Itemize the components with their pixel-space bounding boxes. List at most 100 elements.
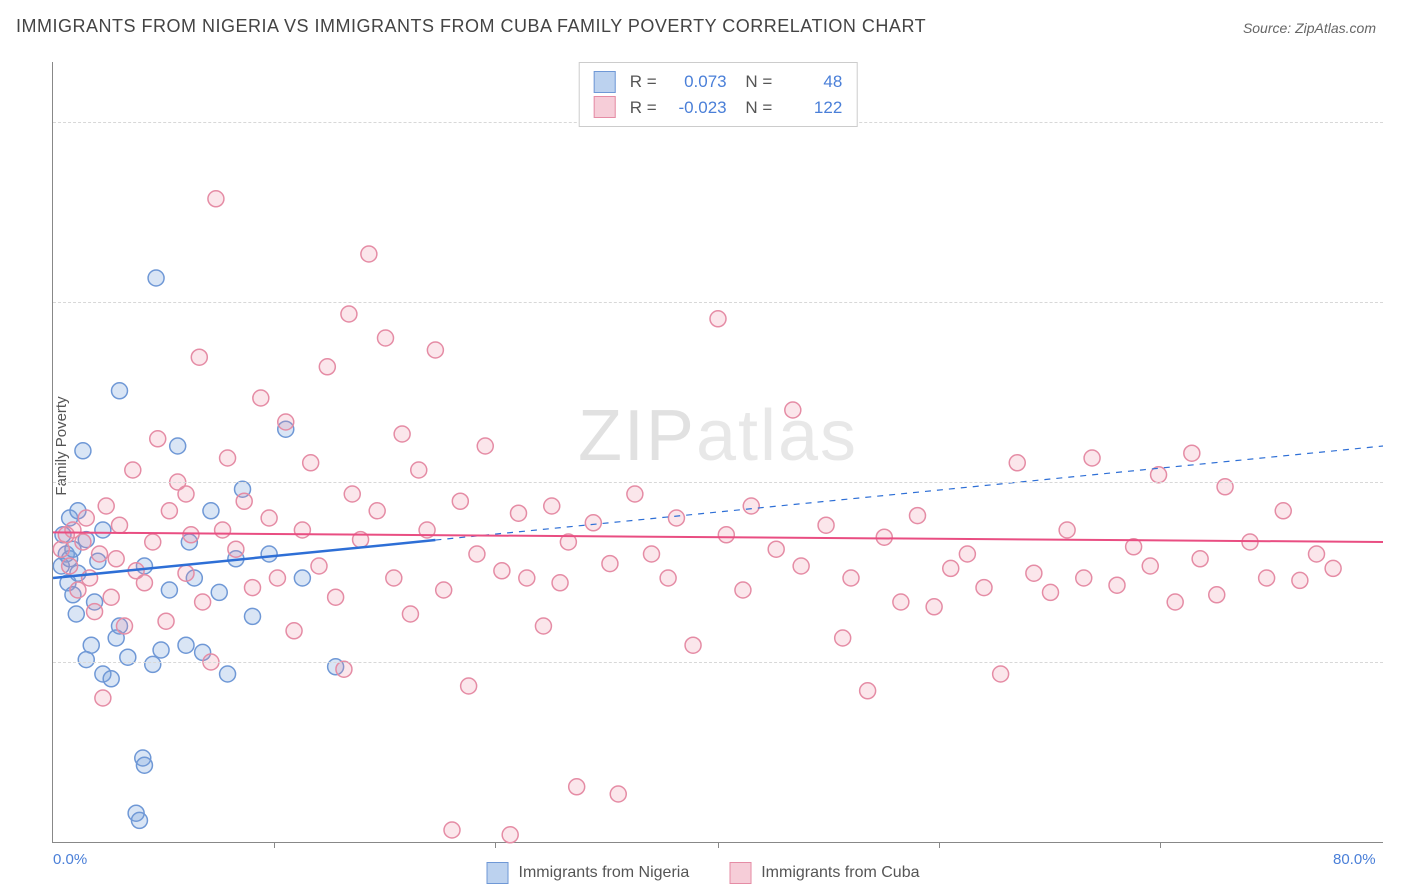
data-point-cuba	[361, 246, 377, 262]
data-point-nigeria	[203, 503, 219, 519]
data-point-cuba	[245, 580, 261, 596]
r-label: R =	[630, 95, 657, 121]
data-point-nigeria	[178, 637, 194, 653]
x-tick-mark	[1160, 842, 1161, 848]
data-point-cuba	[344, 486, 360, 502]
chart-container: IMMIGRANTS FROM NIGERIA VS IMMIGRANTS FR…	[0, 0, 1406, 892]
data-point-cuba	[53, 541, 69, 557]
data-point-cuba	[452, 493, 468, 509]
data-point-nigeria	[220, 666, 236, 682]
data-point-cuba	[269, 570, 285, 586]
data-point-nigeria	[103, 671, 119, 687]
data-point-cuba	[394, 426, 410, 442]
data-point-cuba	[161, 503, 177, 519]
data-point-nigeria	[148, 270, 164, 286]
data-point-nigeria	[161, 582, 177, 598]
data-point-cuba	[876, 529, 892, 545]
data-point-cuba	[910, 508, 926, 524]
data-point-cuba	[311, 558, 327, 574]
data-point-cuba	[793, 558, 809, 574]
data-point-nigeria	[112, 383, 128, 399]
legend-row-nigeria: R = 0.073 N = 48	[594, 69, 843, 95]
data-point-nigeria	[245, 608, 261, 624]
swatch-nigeria	[594, 71, 616, 93]
data-point-nigeria	[78, 652, 94, 668]
data-point-cuba	[145, 534, 161, 550]
x-tick-mark	[274, 842, 275, 848]
plot-area: ZIPatlas R = 0.073 N = 48 R = -0.023 N =…	[52, 62, 1383, 843]
data-point-cuba	[1192, 551, 1208, 567]
data-point-cuba	[835, 630, 851, 646]
data-point-cuba	[95, 690, 111, 706]
gridline	[53, 302, 1383, 303]
data-point-nigeria	[95, 522, 111, 538]
data-point-cuba	[569, 779, 585, 795]
data-point-cuba	[544, 498, 560, 514]
n-label: N =	[741, 95, 773, 121]
data-point-cuba	[1325, 560, 1341, 576]
swatch-cuba	[594, 96, 616, 118]
data-point-cuba	[319, 359, 335, 375]
data-point-cuba	[1142, 558, 1158, 574]
data-point-cuba	[220, 450, 236, 466]
data-point-cuba	[993, 666, 1009, 682]
data-point-cuba	[427, 342, 443, 358]
data-point-cuba	[411, 462, 427, 478]
data-point-cuba	[461, 678, 477, 694]
data-point-cuba	[444, 822, 460, 838]
data-point-cuba	[82, 570, 98, 586]
data-point-cuba	[1309, 546, 1325, 562]
x-tick-mark	[718, 842, 719, 848]
data-point-cuba	[208, 191, 224, 207]
data-point-nigeria	[145, 656, 161, 672]
data-point-cuba	[336, 661, 352, 677]
source-attribution: Source: ZipAtlas.com	[1243, 20, 1376, 36]
data-point-cuba	[585, 515, 601, 531]
data-point-cuba	[1184, 445, 1200, 461]
x-tick-label: 0.0%	[53, 851, 87, 868]
data-point-cuba	[92, 546, 108, 562]
data-point-cuba	[178, 565, 194, 581]
data-point-cuba	[1259, 570, 1275, 586]
data-point-cuba	[502, 827, 518, 843]
data-point-cuba	[893, 594, 909, 610]
data-point-cuba	[1076, 570, 1092, 586]
data-point-cuba	[976, 580, 992, 596]
data-point-nigeria	[68, 606, 84, 622]
data-point-cuba	[1009, 455, 1025, 471]
data-point-cuba	[1043, 584, 1059, 600]
data-point-cuba	[668, 510, 684, 526]
data-point-cuba	[660, 570, 676, 586]
data-point-cuba	[136, 575, 152, 591]
data-point-cuba	[1167, 594, 1183, 610]
data-point-cuba	[494, 563, 510, 579]
legend-label-cuba: Immigrants from Cuba	[761, 864, 919, 882]
n-value-nigeria: 48	[782, 69, 842, 95]
data-point-cuba	[286, 623, 302, 639]
r-value-cuba: -0.023	[667, 95, 727, 121]
data-point-cuba	[685, 637, 701, 653]
data-point-nigeria	[170, 438, 186, 454]
data-point-cuba	[108, 551, 124, 567]
data-point-cuba	[768, 541, 784, 557]
legend-row-cuba: R = -0.023 N = 122	[594, 95, 843, 121]
data-point-cuba	[261, 510, 277, 526]
y-tick-label: 7.5%	[1393, 654, 1406, 671]
data-point-cuba	[743, 498, 759, 514]
data-point-cuba	[552, 575, 568, 591]
y-tick-label: 22.5%	[1393, 294, 1406, 311]
data-point-cuba	[158, 613, 174, 629]
data-point-cuba	[103, 589, 119, 605]
data-point-cuba	[710, 311, 726, 327]
y-tick-label: 15.0%	[1393, 474, 1406, 491]
data-point-cuba	[78, 510, 94, 526]
data-point-nigeria	[131, 812, 147, 828]
data-point-cuba	[843, 570, 859, 586]
x-tick-mark	[495, 842, 496, 848]
legend-item-cuba: Immigrants from Cuba	[729, 862, 919, 884]
data-point-cuba	[735, 582, 751, 598]
data-point-cuba	[436, 582, 452, 598]
data-point-cuba	[215, 522, 231, 538]
data-point-nigeria	[153, 642, 169, 658]
swatch-cuba	[729, 862, 751, 884]
